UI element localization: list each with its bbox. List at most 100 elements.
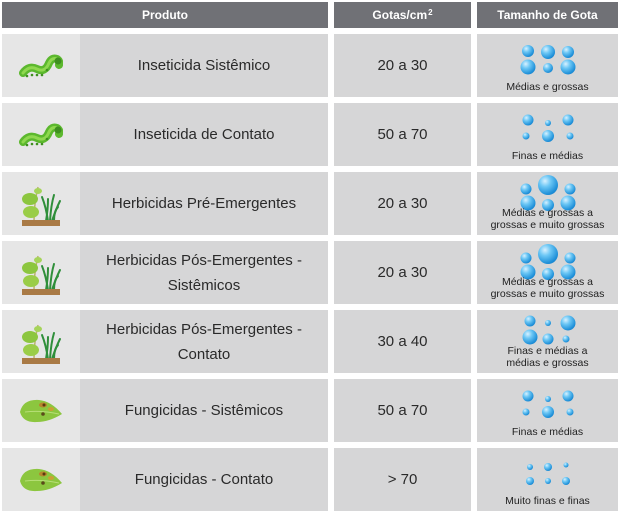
product-name: Fungicidas - Sistêmicos [80,379,328,442]
droplet-icon [522,329,537,345]
droplet-size-illustration [518,244,578,280]
header-produto: Produto [2,2,328,28]
droplet-size-label: Muito finas e finas [505,495,590,507]
table-row: Herbicidas Pós-Emergentes - Sistêmicos 20… [2,241,618,304]
droplet-icon [560,315,575,331]
droplet-icon [542,63,553,73]
droplet-size-cell: Médias e grossas a grossas e muito grossa… [477,172,618,235]
product-cell: Fungicidas - Sistêmicos [2,379,328,442]
droplets-per-cm2: 20 a 30 [334,172,471,235]
droplet-icon [560,59,575,75]
droplet-icon [560,264,575,280]
droplet-icon [526,464,533,470]
droplet-size-illustration [518,45,578,81]
caterpillar-icon [2,34,80,97]
droplet-size-cell: Finas e médias [477,379,618,442]
droplet-icon [520,252,531,264]
product-cell: Inseticida Sistêmico [2,34,328,97]
droplets-per-cm2: 50 a 70 [334,103,471,166]
droplet-icon [566,408,573,416]
droplet-size-label: Finas e médias [511,150,584,162]
droplet-size-label: Médias e grossas [506,81,589,93]
droplet-icon [537,175,558,195]
droplet-size-label: Finas e médias [511,426,584,438]
weed-plant-icon [2,310,80,373]
product-name: Fungicidas - Contato [80,448,328,511]
droplet-icon [520,264,535,280]
droplets-per-cm2: 30 a 40 [334,310,471,373]
droplet-icon [522,114,533,126]
weed-plant-icon [2,172,80,235]
product-cell: Herbicidas Pós-Emergentes - Sistêmicos [2,241,328,304]
droplets-per-cm2: > 70 [334,448,471,511]
droplet-icon [542,333,553,345]
table-row: Inseticida de Contato 50 a 70 Finas e mé… [2,103,618,166]
droplet-icon [561,477,570,485]
droplet-icon [541,268,554,280]
droplet-size-illustration [518,315,578,345]
droplet-size-cell: Finas e médias a médias e grossas [477,310,618,373]
product-cell: Herbicidas Pós-Emergentes - Contato [2,310,328,373]
droplet-size-illustration [518,114,578,150]
droplet-icon [525,477,534,485]
table-row: Fungicidas - Sistêmicos 50 a 70 Finas e … [2,379,618,442]
droplet-icon [521,45,534,57]
table-row: Herbicidas Pré-Emergentes 20 a 30 Médias… [2,172,618,235]
product-name: Herbicidas Pós-Emergentes - Sistêmicos [80,241,328,304]
product-name: Inseticida Sistêmico [80,34,328,97]
droplet-icon [543,463,552,471]
droplet-icon [520,59,535,75]
droplet-icon [562,114,573,126]
header-tamanho: Tamanho de Gota [477,2,618,28]
droplet-icon [564,183,575,195]
weed-plant-icon [2,241,80,304]
table-row: Herbicidas Pós-Emergentes - Contato 30 a … [2,310,618,373]
droplet-icon [541,406,554,418]
droplets-per-cm2: 20 a 30 [334,241,471,304]
droplet-icon [522,132,529,140]
header-gotas: Gotas/cm 2 [334,2,471,28]
product-cell: Herbicidas Pré-Emergentes [2,172,328,235]
table-row: Inseticida Sistêmico 20 a 30 Médias e gr… [2,34,618,97]
product-name: Herbicidas Pré-Emergentes [80,172,328,235]
caterpillar-icon [2,103,80,166]
droplet-icon [566,132,573,140]
droplet-icon [544,478,551,484]
droplet-icon [520,195,535,211]
droplet-icon [561,46,574,58]
droplet-icon [560,195,575,211]
droplet-icon [524,315,535,327]
table-row: Fungicidas - Contato > 70 Muito finas e … [2,448,618,511]
table-header: Produto Gotas/cm 2 Tamanho de Gota [2,2,618,28]
droplets-per-cm2: 20 a 30 [334,34,471,97]
droplet-icon [540,45,555,59]
header-gotas-label: Gotas/cm [372,8,428,22]
droplet-size-cell: Muito finas e finas [477,448,618,511]
droplet-icon [537,244,558,264]
droplet-size-illustration [518,459,578,495]
droplet-icon [544,120,551,126]
product-cell: Inseticida de Contato [2,103,328,166]
droplet-size-cell: Finas e médias [477,103,618,166]
droplets-per-cm2: 50 a 70 [334,379,471,442]
diseased-leaf-icon [2,448,80,511]
droplet-size-illustration [518,175,578,211]
droplet-icon [522,390,533,402]
droplet-icon [544,320,551,326]
droplet-icon [544,396,551,402]
product-name: Inseticida de Contato [80,103,328,166]
droplet-icon [562,390,573,402]
droplet-icon [563,462,568,468]
header-gotas-superscript: 2 [428,7,433,17]
droplet-size-illustration [518,390,578,426]
product-cell: Fungicidas - Contato [2,448,328,511]
droplet-icon [562,335,569,343]
product-name: Herbicidas Pós-Emergentes - Contato [80,310,328,373]
diseased-leaf-icon [2,379,80,442]
droplet-icon [522,408,529,416]
droplet-size-label: Médias e grossas a grossas e muito grossa… [490,207,605,231]
droplet-icon [520,183,531,195]
droplet-size-label: Médias e grossas a grossas e muito grossa… [490,276,605,300]
droplet-icon [564,252,575,264]
